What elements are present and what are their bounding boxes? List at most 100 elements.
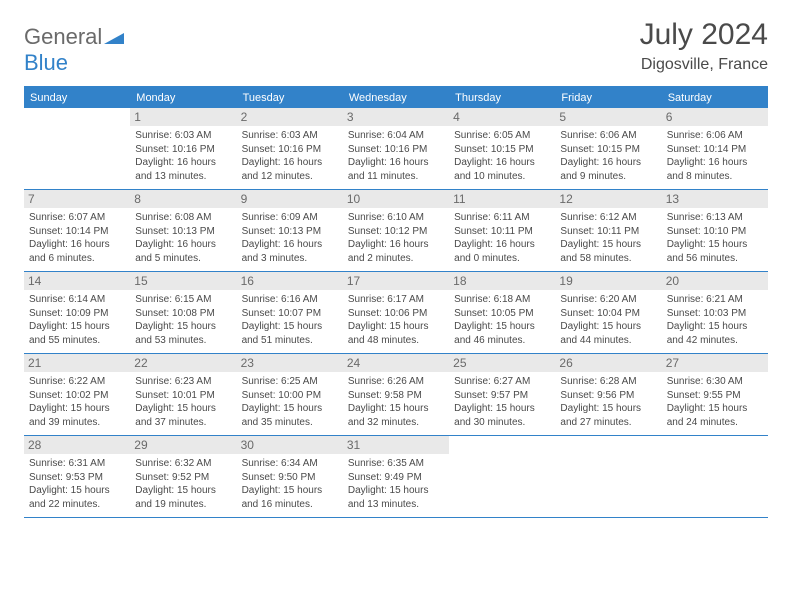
sunset-text: Sunset: 10:15 PM <box>560 143 656 157</box>
day-cell: 1Sunrise: 6:03 AMSunset: 10:16 PMDayligh… <box>130 108 236 189</box>
sunset-text: Sunset: 10:06 PM <box>348 307 444 321</box>
sunrise-text: Sunrise: 6:06 AM <box>560 129 656 143</box>
sunset-text: Sunset: 10:16 PM <box>348 143 444 157</box>
sunset-text: Sunset: 10:13 PM <box>242 225 338 239</box>
week-row: 14Sunrise: 6:14 AMSunset: 10:09 PMDaylig… <box>24 272 768 354</box>
day-number: 3 <box>343 108 449 126</box>
sunrise-text: Sunrise: 6:27 AM <box>454 375 550 389</box>
sunset-text: Sunset: 10:11 PM <box>560 225 656 239</box>
daylight-text: Daylight: 15 hours and 19 minutes. <box>135 484 231 511</box>
sunrise-text: Sunrise: 6:13 AM <box>667 211 763 225</box>
daylight-text: Daylight: 16 hours and 13 minutes. <box>135 156 231 183</box>
day-cell: 17Sunrise: 6:17 AMSunset: 10:06 PMDaylig… <box>343 272 449 353</box>
sunset-text: Sunset: 10:03 PM <box>667 307 763 321</box>
daylight-text: Daylight: 15 hours and 58 minutes. <box>560 238 656 265</box>
daylight-text: Daylight: 15 hours and 13 minutes. <box>348 484 444 511</box>
day-cell: 12Sunrise: 6:12 AMSunset: 10:11 PMDaylig… <box>555 190 661 271</box>
day-cell <box>662 436 768 517</box>
daylight-text: Daylight: 15 hours and 37 minutes. <box>135 402 231 429</box>
sunset-text: Sunset: 10:05 PM <box>454 307 550 321</box>
sunrise-text: Sunrise: 6:23 AM <box>135 375 231 389</box>
title-block: July 2024 Digosville, France <box>640 18 768 74</box>
day-cell: 19Sunrise: 6:20 AMSunset: 10:04 PMDaylig… <box>555 272 661 353</box>
header: General Blue July 2024 Digosville, Franc… <box>24 18 768 76</box>
sunset-text: Sunset: 10:04 PM <box>560 307 656 321</box>
daylight-text: Daylight: 15 hours and 44 minutes. <box>560 320 656 347</box>
day-number: 5 <box>555 108 661 126</box>
week-row: 1Sunrise: 6:03 AMSunset: 10:16 PMDayligh… <box>24 108 768 190</box>
sunrise-text: Sunrise: 6:03 AM <box>242 129 338 143</box>
daylight-text: Daylight: 16 hours and 8 minutes. <box>667 156 763 183</box>
daylight-text: Daylight: 16 hours and 9 minutes. <box>560 156 656 183</box>
daylight-text: Daylight: 15 hours and 35 minutes. <box>242 402 338 429</box>
day-number: 10 <box>343 190 449 208</box>
location-label: Digosville, France <box>640 56 768 74</box>
sunrise-text: Sunrise: 6:15 AM <box>135 293 231 307</box>
dayname-wednesday: Wednesday <box>343 88 449 108</box>
sunset-text: Sunset: 10:12 PM <box>348 225 444 239</box>
sunset-text: Sunset: 10:16 PM <box>242 143 338 157</box>
sunset-text: Sunset: 10:13 PM <box>135 225 231 239</box>
dayname-thursday: Thursday <box>449 88 555 108</box>
logo-word-general: General <box>24 24 102 49</box>
day-number: 29 <box>130 436 236 454</box>
logo: General Blue <box>24 24 124 76</box>
sunset-text: Sunset: 9:57 PM <box>454 389 550 403</box>
daylight-text: Daylight: 15 hours and 32 minutes. <box>348 402 444 429</box>
day-cell: 22Sunrise: 6:23 AMSunset: 10:01 PMDaylig… <box>130 354 236 435</box>
day-cell: 13Sunrise: 6:13 AMSunset: 10:10 PMDaylig… <box>662 190 768 271</box>
day-number: 7 <box>24 190 130 208</box>
day-cell: 28Sunrise: 6:31 AMSunset: 9:53 PMDayligh… <box>24 436 130 517</box>
sunrise-text: Sunrise: 6:09 AM <box>242 211 338 225</box>
dayname-friday: Friday <box>555 88 661 108</box>
daylight-text: Daylight: 15 hours and 27 minutes. <box>560 402 656 429</box>
sunrise-text: Sunrise: 6:32 AM <box>135 457 231 471</box>
day-number: 20 <box>662 272 768 290</box>
daylight-text: Daylight: 16 hours and 6 minutes. <box>29 238 125 265</box>
day-number: 2 <box>237 108 343 126</box>
day-number: 25 <box>449 354 555 372</box>
sunset-text: Sunset: 9:50 PM <box>242 471 338 485</box>
day-cell: 7Sunrise: 6:07 AMSunset: 10:14 PMDayligh… <box>24 190 130 271</box>
sunrise-text: Sunrise: 6:07 AM <box>29 211 125 225</box>
sunset-text: Sunset: 10:14 PM <box>667 143 763 157</box>
day-number: 26 <box>555 354 661 372</box>
dayname-sunday: Sunday <box>24 88 130 108</box>
day-cell: 30Sunrise: 6:34 AMSunset: 9:50 PMDayligh… <box>237 436 343 517</box>
sunrise-text: Sunrise: 6:04 AM <box>348 129 444 143</box>
dayname-monday: Monday <box>130 88 236 108</box>
day-cell: 15Sunrise: 6:15 AMSunset: 10:08 PMDaylig… <box>130 272 236 353</box>
sunset-text: Sunset: 10:08 PM <box>135 307 231 321</box>
daylight-text: Daylight: 15 hours and 51 minutes. <box>242 320 338 347</box>
sunrise-text: Sunrise: 6:28 AM <box>560 375 656 389</box>
daylight-text: Daylight: 15 hours and 16 minutes. <box>242 484 338 511</box>
daylight-text: Daylight: 15 hours and 53 minutes. <box>135 320 231 347</box>
day-cell: 25 Sunrise: 6:27 AMSunset: 9:57 PMDayligh… <box>449 354 555 435</box>
sunrise-text: Sunrise: 6:14 AM <box>29 293 125 307</box>
sunrise-text: Sunrise: 6:17 AM <box>348 293 444 307</box>
daylight-text: Daylight: 15 hours and 42 minutes. <box>667 320 763 347</box>
day-cell: 4Sunrise: 6:05 AMSunset: 10:15 PMDayligh… <box>449 108 555 189</box>
daylight-text: Daylight: 15 hours and 39 minutes. <box>29 402 125 429</box>
day-number: 24 <box>343 354 449 372</box>
daylight-text: Daylight: 15 hours and 30 minutes. <box>454 402 550 429</box>
calendar: Sunday Monday Tuesday Wednesday Thursday… <box>24 86 768 518</box>
sunrise-text: Sunrise: 6:06 AM <box>667 129 763 143</box>
daylight-text: Daylight: 16 hours and 5 minutes. <box>135 238 231 265</box>
sunrise-text: Sunrise: 6:03 AM <box>135 129 231 143</box>
day-cell: 23Sunrise: 6:25 AMSunset: 10:00 PMDaylig… <box>237 354 343 435</box>
day-number: 28 <box>24 436 130 454</box>
sunrise-text: Sunrise: 6:11 AM <box>454 211 550 225</box>
daylight-text: Daylight: 15 hours and 24 minutes. <box>667 402 763 429</box>
logo-text: General Blue <box>24 24 124 76</box>
day-cell: 26Sunrise: 6:28 AMSunset: 9:56 PMDayligh… <box>555 354 661 435</box>
page-title: July 2024 <box>640 18 768 52</box>
day-cell: 21Sunrise: 6:22 AMSunset: 10:02 PMDaylig… <box>24 354 130 435</box>
sunrise-text: Sunrise: 6:25 AM <box>242 375 338 389</box>
day-number: 31 <box>343 436 449 454</box>
sunrise-text: Sunrise: 6:16 AM <box>242 293 338 307</box>
daylight-text: Daylight: 16 hours and 2 minutes. <box>348 238 444 265</box>
day-number: 17 <box>343 272 449 290</box>
sunrise-text: Sunrise: 6:10 AM <box>348 211 444 225</box>
daylight-text: Daylight: 16 hours and 11 minutes. <box>348 156 444 183</box>
